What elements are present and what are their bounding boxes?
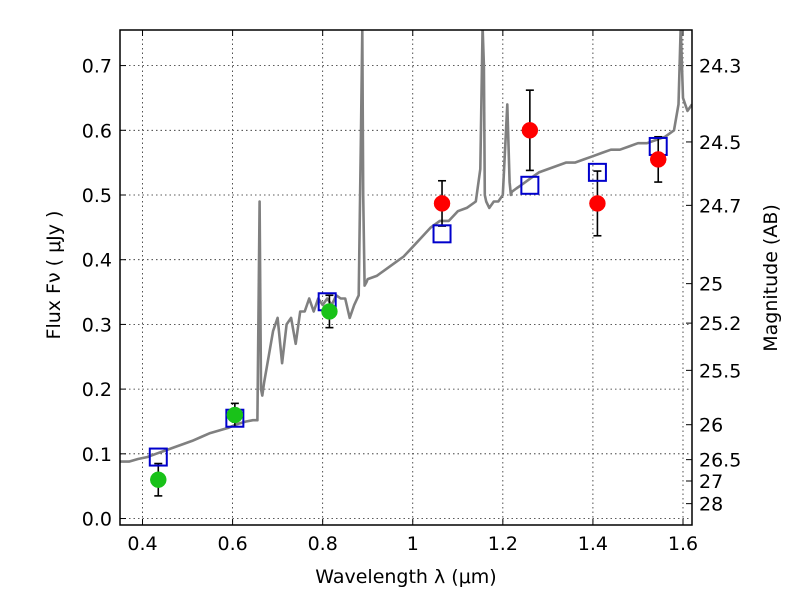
y-axis-title: Flux Fν ( μJy )	[43, 211, 65, 340]
y-tick-label: 0.5	[82, 185, 112, 207]
right-tick-label: 27	[699, 471, 723, 493]
plot-frame	[119, 29, 693, 526]
model-photometry-square	[587, 162, 607, 182]
data-point-layer	[150, 122, 667, 488]
y-tick-label: 0.6	[82, 120, 112, 142]
right-tick-label: 26.5	[699, 450, 741, 472]
y-tick-label: 0.0	[82, 509, 112, 531]
right-tick-label: 24.3	[699, 56, 741, 78]
model-photometry-square	[520, 175, 540, 195]
sed-template-line	[120, 30, 692, 463]
right-tick-label: 25	[699, 274, 723, 296]
model-photometry-square	[432, 224, 452, 244]
right-tick-label: 24.7	[699, 195, 741, 217]
measured-flux-point	[521, 122, 539, 139]
model-photometry-square	[148, 447, 168, 467]
x-tick-label: 0.8	[308, 533, 338, 555]
measured-flux-point	[649, 151, 667, 168]
right-axis-title: Magnitude (AB)	[760, 204, 782, 352]
right-tick-label: 24.5	[699, 132, 741, 154]
grid-layer	[120, 30, 692, 525]
tick-layer: 0.4 0.6 0.8 1 1.2 1.4 1.6 0.0 0.1 0.2 0.3 0.4 0.5 0.6…	[82, 30, 741, 555]
measured-flux-point	[226, 406, 244, 424]
y-tick-label: 0.2	[82, 379, 112, 401]
y-tick-label: 0.1	[82, 444, 112, 466]
x-tick-label: 0.6	[217, 533, 247, 555]
measured-flux-point	[433, 195, 451, 212]
x-tick-label: 1	[407, 533, 419, 555]
x-tick-label: 1.2	[488, 533, 518, 555]
y-tick-label: 0.4	[82, 250, 112, 272]
measured-flux-point	[589, 195, 606, 212]
x-axis-title: Wavelength λ (μm)	[315, 566, 496, 588]
x-tick-label: 1.4	[578, 533, 608, 555]
y-tick-label: 0.7	[82, 56, 112, 78]
right-tick-label: 28	[699, 494, 723, 516]
measured-flux-point	[150, 471, 167, 488]
y-tick-label: 0.3	[82, 314, 112, 336]
right-tick-label: 26	[699, 415, 723, 437]
right-tick-label: 25.2	[699, 313, 741, 335]
errorbar-layer	[154, 89, 663, 497]
x-tick-label: 0.4	[127, 533, 157, 555]
measured-flux-point	[321, 303, 338, 320]
x-tick-label: 1.6	[668, 533, 698, 555]
spectrum-layer	[120, 30, 692, 463]
right-tick-label: 25.5	[699, 360, 741, 382]
